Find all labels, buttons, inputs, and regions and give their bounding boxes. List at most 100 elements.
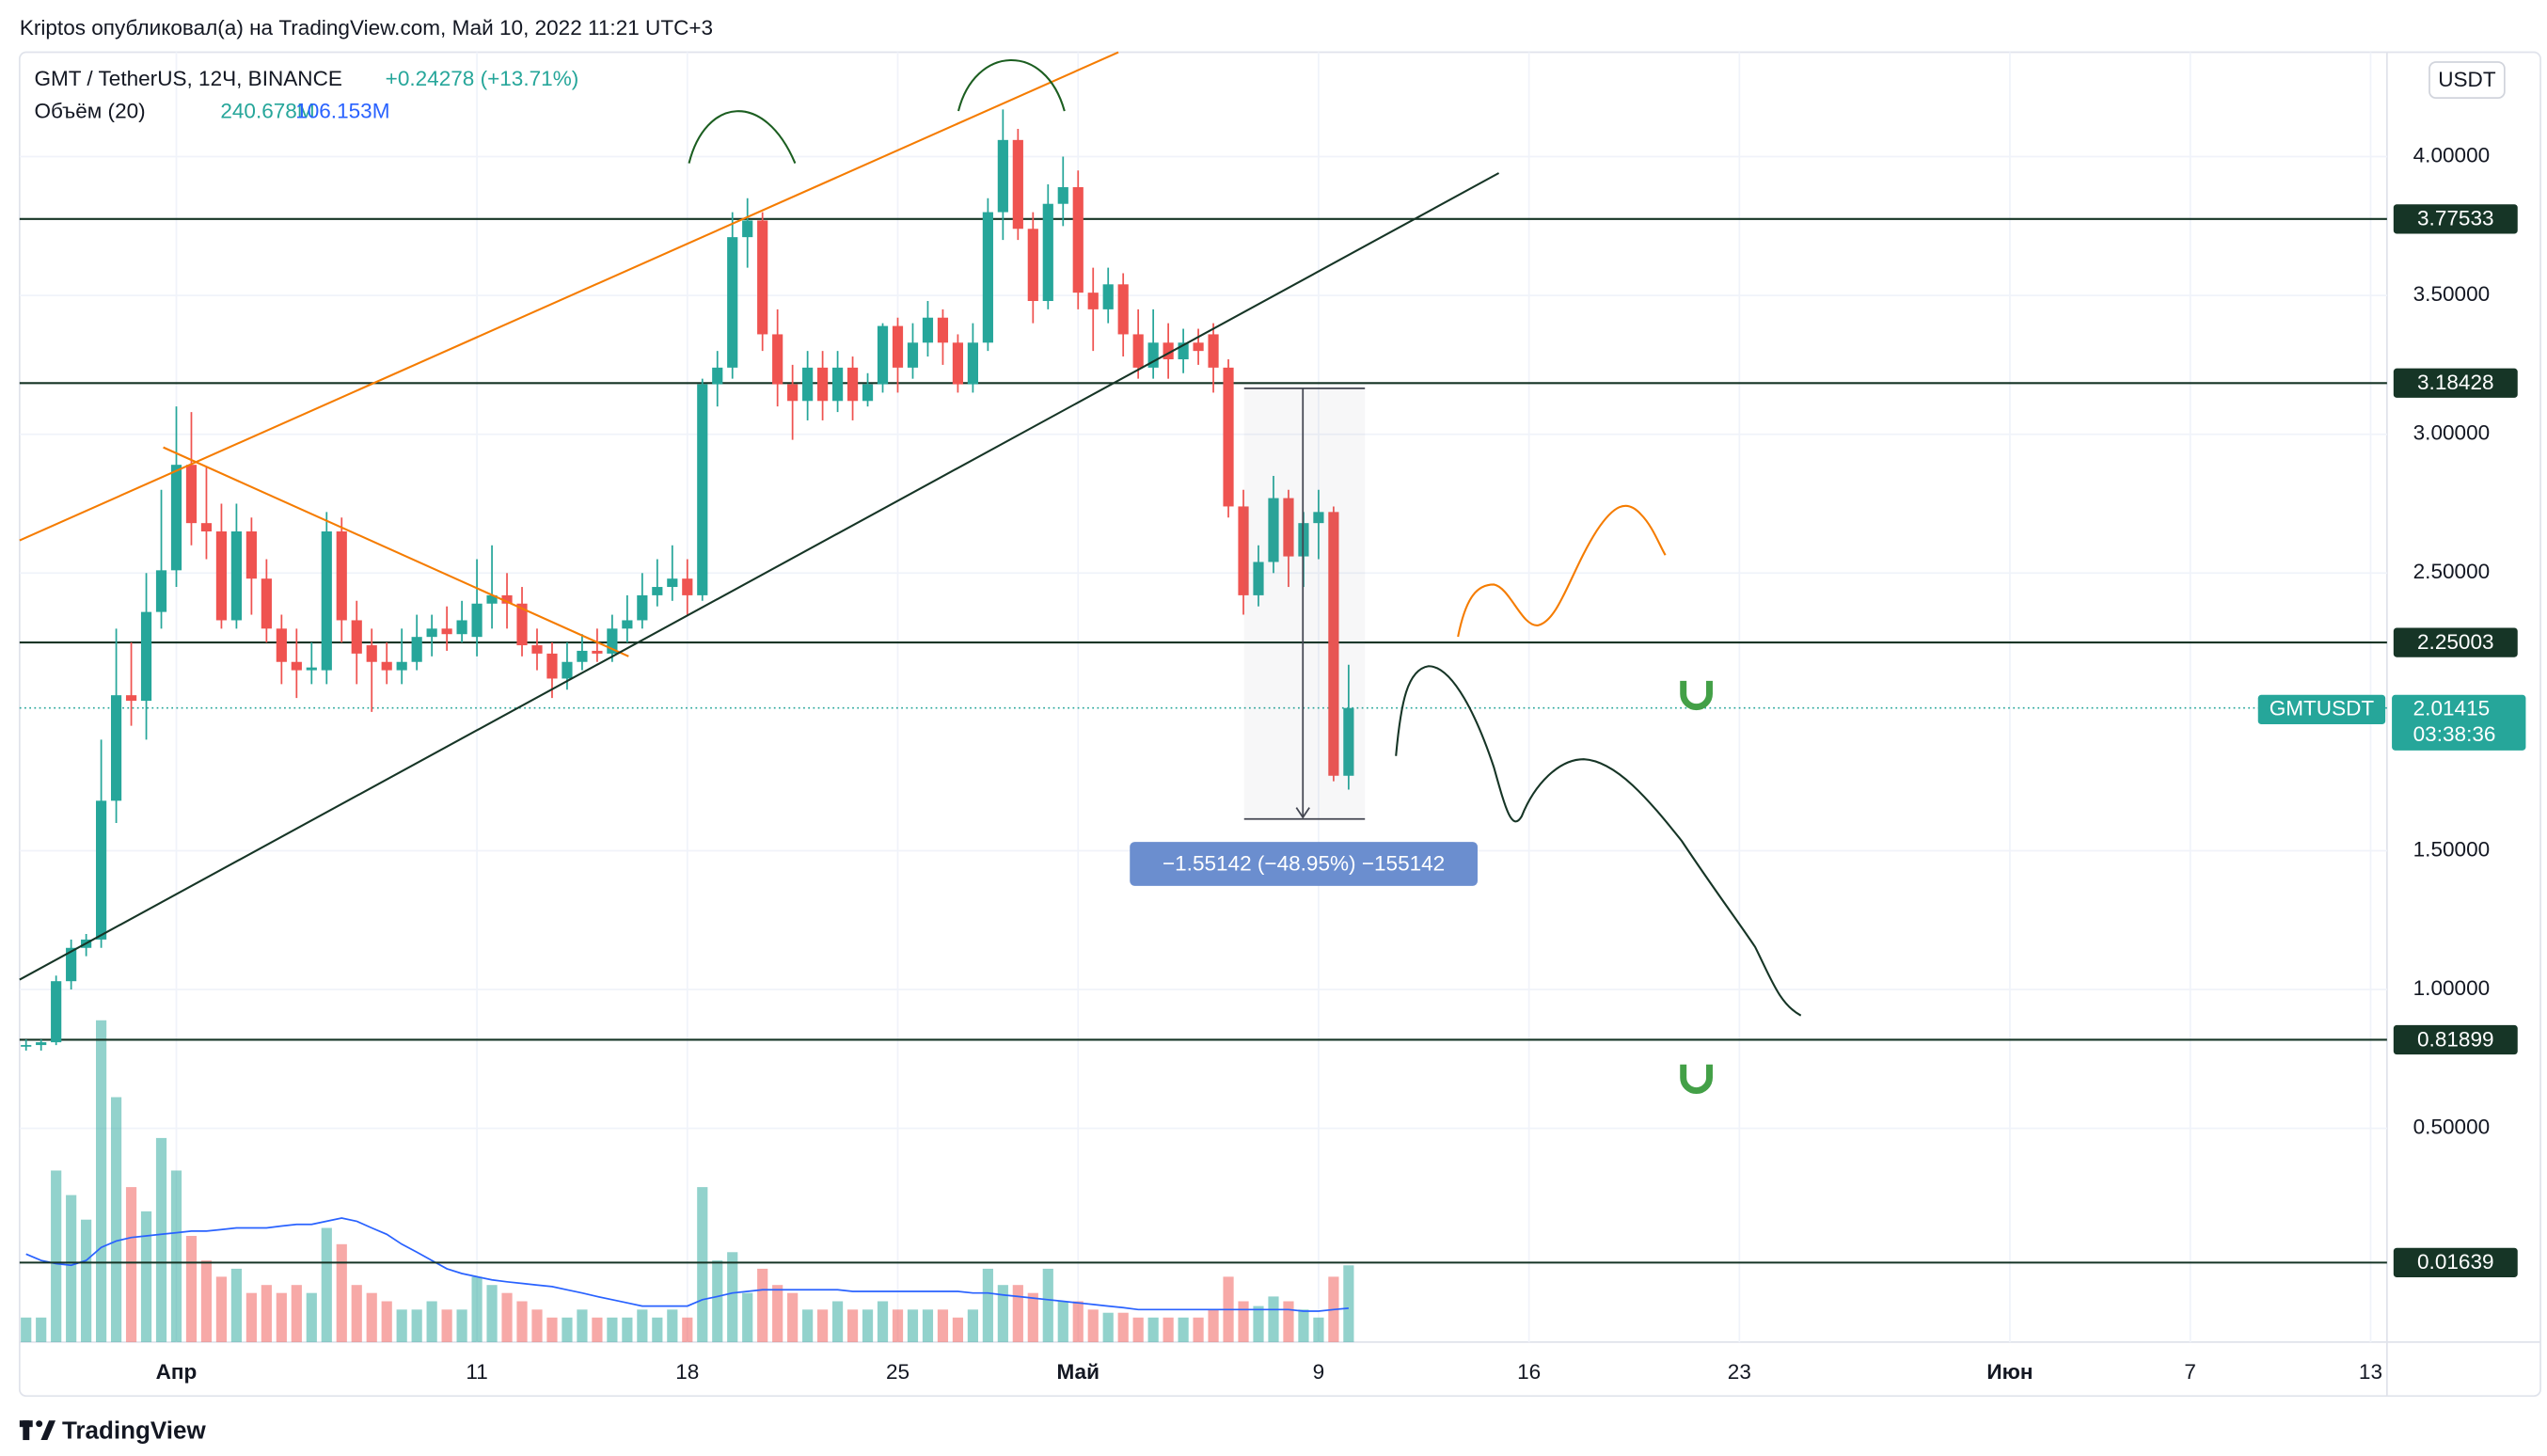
x-tick-label: 25	[886, 1360, 910, 1384]
volume-bar	[531, 1309, 543, 1342]
candle-body	[396, 661, 407, 671]
candle-body	[592, 650, 603, 654]
measure-area	[1243, 388, 1366, 819]
candle-body	[1087, 293, 1099, 309]
candle-body	[1343, 707, 1354, 776]
trend-line	[163, 446, 629, 657]
hand-drawn-arc	[688, 110, 797, 164]
candle-body	[862, 384, 874, 402]
level-label: 3.18428	[2417, 371, 2494, 394]
candle-body	[1268, 498, 1279, 562]
volume-bar	[982, 1268, 993, 1342]
candle-body	[1208, 334, 1219, 368]
volume-bar	[757, 1268, 768, 1342]
volume-bar	[1027, 1292, 1038, 1342]
volume-bar	[321, 1227, 332, 1342]
volume-bar	[81, 1219, 92, 1342]
candle-body	[471, 603, 483, 638]
candle-body	[456, 620, 467, 635]
countdown-label: 03:38:36	[2413, 722, 2496, 746]
volume-bar	[1313, 1317, 1324, 1342]
x-tick-label: Июн	[1986, 1360, 2033, 1384]
candle-body	[1328, 512, 1339, 776]
candle-body	[577, 650, 588, 662]
candle-body	[742, 220, 753, 238]
candle-body	[697, 384, 708, 595]
volume-bar	[787, 1292, 799, 1342]
symbol-title: GMT / TetherUS, 12Ч, BINANCE	[34, 67, 341, 90]
volume-bar	[276, 1292, 287, 1342]
volume-bar	[170, 1170, 182, 1342]
volume-bar	[1042, 1268, 1053, 1342]
candle-body	[637, 594, 648, 621]
level-label-box	[2393, 204, 2518, 234]
volume-bar	[742, 1292, 753, 1342]
candle-body	[546, 653, 558, 679]
volume-bar	[396, 1309, 407, 1342]
x-tick-label: 16	[1517, 1360, 1541, 1384]
candle-body	[1178, 342, 1189, 360]
level-label-box	[2393, 368, 2518, 398]
x-tick-label: 18	[675, 1360, 699, 1384]
volume-bar	[802, 1309, 814, 1342]
candle-body	[1238, 506, 1249, 595]
candle-body	[757, 220, 768, 335]
volume-bar	[351, 1285, 362, 1342]
currency-button[interactable]	[2428, 61, 2506, 100]
volume-bar	[907, 1309, 919, 1342]
candle-body	[652, 587, 663, 595]
candle-body	[185, 465, 198, 524]
candle-body	[1042, 203, 1053, 302]
volume-bar	[817, 1309, 829, 1342]
candle-body	[1313, 512, 1324, 524]
candle-body	[1283, 498, 1294, 557]
volume-bar	[1298, 1309, 1309, 1342]
candle-body	[682, 578, 693, 595]
y-tick-label: 2.50000	[2413, 560, 2491, 583]
volume-bar	[1163, 1317, 1174, 1342]
volume-bar	[577, 1309, 588, 1342]
volume-bar	[516, 1301, 528, 1342]
candle-body	[366, 645, 377, 662]
volume-bar	[682, 1317, 693, 1342]
trend-line	[19, 172, 1500, 981]
candle-body	[667, 578, 678, 588]
volume-bar	[306, 1292, 317, 1342]
volume-bar	[562, 1317, 573, 1342]
candle-body	[727, 237, 738, 368]
volume-bar	[381, 1301, 392, 1342]
candle-body	[36, 1042, 47, 1046]
candle-body	[441, 628, 452, 635]
candle-body	[1253, 562, 1264, 595]
level-label: 3.77533	[2417, 207, 2494, 230]
y-tick-label: 3.50000	[2413, 282, 2491, 306]
volume-bar	[426, 1301, 437, 1342]
candle-body	[1102, 284, 1114, 309]
y-tick-label: 3.00000	[2413, 421, 2491, 445]
volume-bar	[697, 1187, 708, 1342]
brand: TradingView	[62, 1416, 207, 1444]
candle-body	[787, 384, 799, 402]
volume-bar	[471, 1276, 483, 1342]
volume-bar	[336, 1243, 347, 1342]
candle-body	[230, 531, 243, 621]
candle-body	[997, 139, 1008, 213]
volume-bar	[637, 1309, 648, 1342]
candle-body	[802, 367, 814, 402]
volume-pane	[21, 1020, 1354, 1342]
currency-label[interactable]: USDT	[2438, 68, 2496, 91]
candle-body	[516, 603, 528, 646]
candle-body	[291, 661, 302, 671]
candle-body	[1012, 139, 1023, 229]
x-tick-label: Апр	[156, 1360, 198, 1384]
volume-bar	[892, 1309, 904, 1342]
brand-logo	[19, 1420, 56, 1441]
volume-bar	[125, 1187, 137, 1342]
volume-bar	[846, 1309, 859, 1342]
volume-bar	[712, 1260, 723, 1342]
volume-bar	[245, 1292, 257, 1342]
volume-bar	[155, 1137, 167, 1342]
volume-bar	[200, 1260, 213, 1342]
candle-body	[817, 367, 829, 402]
